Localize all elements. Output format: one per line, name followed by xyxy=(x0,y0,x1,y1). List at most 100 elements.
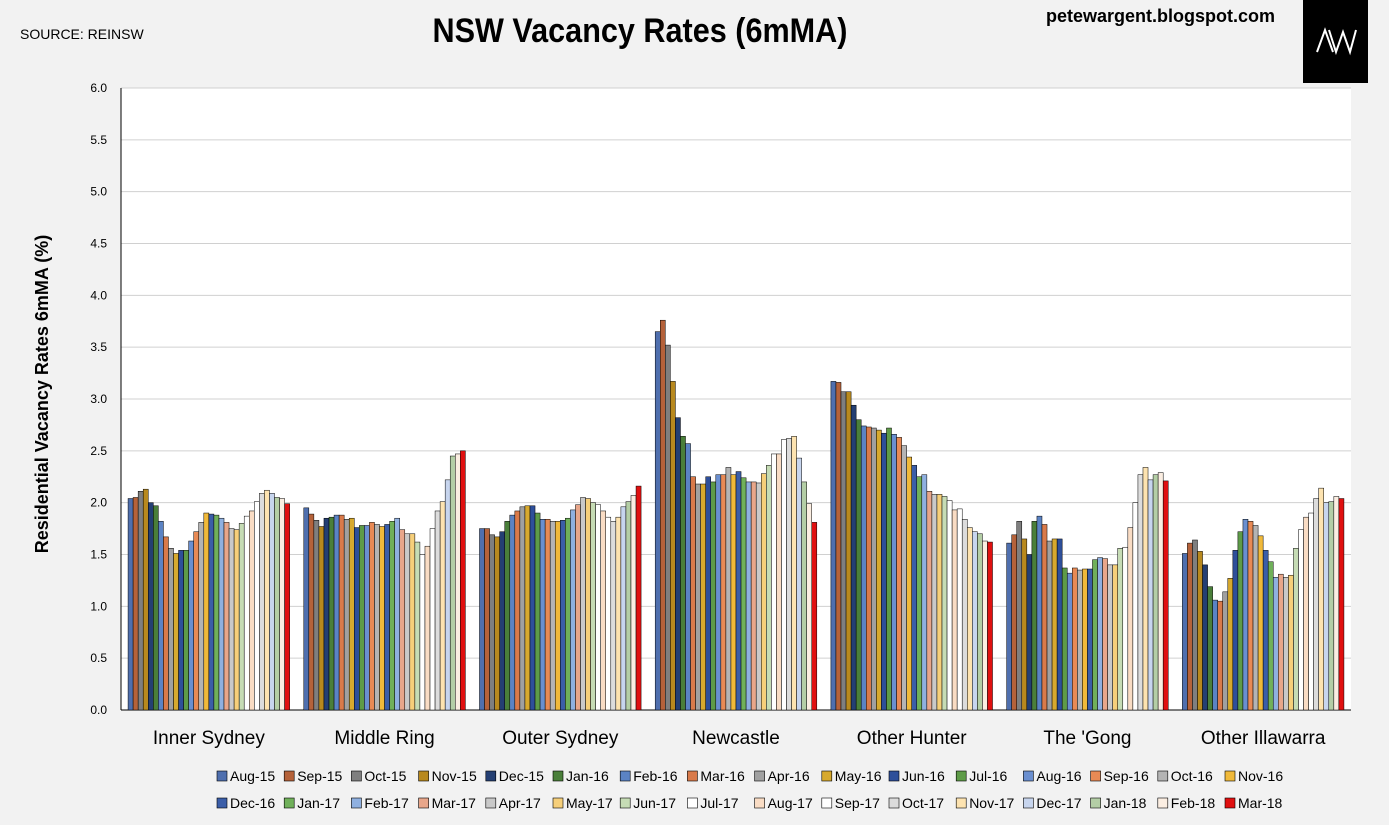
bar-aug-16 xyxy=(539,519,546,711)
bar-nov-17 xyxy=(967,527,973,711)
legend-swatch xyxy=(619,770,631,782)
bar-sep-16 xyxy=(1247,521,1254,711)
y-tick-label: 2.5 xyxy=(90,444,107,458)
bar-may-17 xyxy=(936,494,943,711)
legend-label: Jun-17 xyxy=(633,795,676,811)
bar-mar-17 xyxy=(750,481,757,711)
legend-swatch xyxy=(216,797,228,809)
legend-swatch xyxy=(888,770,900,782)
bar-jan-18 xyxy=(625,501,632,711)
bar-may-17 xyxy=(409,533,416,711)
bar-dec-16 xyxy=(1262,550,1269,711)
bar-jan-18 xyxy=(1152,474,1159,711)
y-tick-label: 1.0 xyxy=(90,599,107,613)
bar-aug-17 xyxy=(1303,516,1309,711)
bar-sep-17 xyxy=(1308,512,1314,711)
bar-aug-15 xyxy=(303,507,310,711)
bar-jan-18 xyxy=(274,497,280,711)
bar-jan-17 xyxy=(389,521,395,711)
bar-feb-17 xyxy=(921,474,928,711)
bar-may-17 xyxy=(1288,574,1294,711)
x-category-label: The 'Gong xyxy=(1043,728,1131,749)
bar-dec-16 xyxy=(208,513,215,711)
bar-jan-16 xyxy=(855,419,862,711)
bar-feb-18 xyxy=(279,498,285,711)
bar-sep-15 xyxy=(1011,534,1017,711)
bar-mar-18 xyxy=(460,450,466,711)
bar-aug-15 xyxy=(1182,553,1188,711)
bar-may-17 xyxy=(761,473,767,711)
bar-apr-17 xyxy=(580,497,586,711)
y-tick-label: 5.5 xyxy=(90,133,107,147)
bar-feb-16 xyxy=(509,514,516,711)
bar-dec-15 xyxy=(1202,564,1208,711)
legend-label: Apr-16 xyxy=(768,768,810,784)
legend-label: Jan-16 xyxy=(566,768,609,784)
bar-jan-17 xyxy=(565,517,571,711)
y-tick-label: 1.5 xyxy=(90,548,107,562)
bar-aug-15 xyxy=(830,381,837,711)
legend-label: Dec-16 xyxy=(230,795,275,811)
bar-jan-17 xyxy=(916,476,923,711)
bar-nov-16 xyxy=(1257,535,1264,711)
y-tick-label: 3.5 xyxy=(90,340,107,354)
bar-feb-17 xyxy=(394,517,400,711)
bar-sep-17 xyxy=(1132,502,1139,711)
x-category-label: Other Illawarra xyxy=(1201,728,1326,749)
bar-sep-16 xyxy=(193,531,200,711)
site-url: petewargent.blogspot.com xyxy=(1046,6,1276,26)
legend-swatch xyxy=(1023,770,1034,782)
legend-label: Jul-17 xyxy=(700,795,738,811)
legend-swatch xyxy=(888,797,900,809)
bar-mar-18 xyxy=(811,522,818,711)
bar-mar-18 xyxy=(635,485,642,711)
bar-may-16 xyxy=(700,483,706,711)
legend-swatch xyxy=(955,797,967,809)
bar-jan-16 xyxy=(680,436,686,711)
bar-mar-18 xyxy=(1162,480,1169,711)
bar-oct-16 xyxy=(901,445,907,711)
bar-sep-17 xyxy=(956,508,963,711)
bar-jan-16 xyxy=(153,505,159,711)
logo: AW xyxy=(1303,0,1368,83)
y-tick-label: 0.5 xyxy=(90,651,107,665)
legend-label: Dec-17 xyxy=(1036,795,1081,811)
bar-may-16 xyxy=(348,517,355,711)
bar-sep-15 xyxy=(835,382,842,711)
bar-aug-17 xyxy=(249,510,255,711)
source-note: SOURCE: REINSW xyxy=(20,26,144,42)
bar-sep-15 xyxy=(484,528,490,711)
bar-oct-15 xyxy=(665,344,671,711)
bar-feb-17 xyxy=(218,517,225,711)
legend-swatch xyxy=(552,797,564,809)
y-axis-label: Residential Vacancy Rates 6mMA (%) xyxy=(32,235,52,553)
bar-feb-16 xyxy=(158,521,164,711)
bar-oct-16 xyxy=(1077,569,1083,711)
bar-mar-16 xyxy=(1217,600,1223,711)
bar-feb-16 xyxy=(333,514,340,711)
bar-jan-17 xyxy=(1267,561,1274,711)
bar-nov-15 xyxy=(142,488,149,711)
bar-nov-17 xyxy=(791,436,797,711)
bar-aug-17 xyxy=(776,453,782,711)
bar-jul-16 xyxy=(1237,531,1244,711)
bar-may-17 xyxy=(585,498,591,711)
bar-jul-17 xyxy=(595,504,601,711)
bar-jun-16 xyxy=(354,527,360,711)
bar-nov-17 xyxy=(264,489,270,711)
bar-sep-17 xyxy=(254,501,260,711)
bar-feb-17 xyxy=(1097,557,1103,711)
bar-apr-16 xyxy=(168,548,174,711)
bar-mar-18 xyxy=(987,541,993,711)
bar-dec-17 xyxy=(444,479,451,711)
bar-jul-17 xyxy=(1122,546,1129,711)
bar-oct-17 xyxy=(1313,498,1319,711)
bar-may-17 xyxy=(233,529,240,711)
bar-jun-17 xyxy=(1117,548,1124,711)
bar-nov-17 xyxy=(1318,487,1324,711)
bar-dec-17 xyxy=(620,506,627,711)
bar-jun-17 xyxy=(1293,548,1299,711)
bar-oct-17 xyxy=(961,519,968,711)
legend-swatch xyxy=(418,770,429,782)
bar-may-16 xyxy=(524,505,531,711)
